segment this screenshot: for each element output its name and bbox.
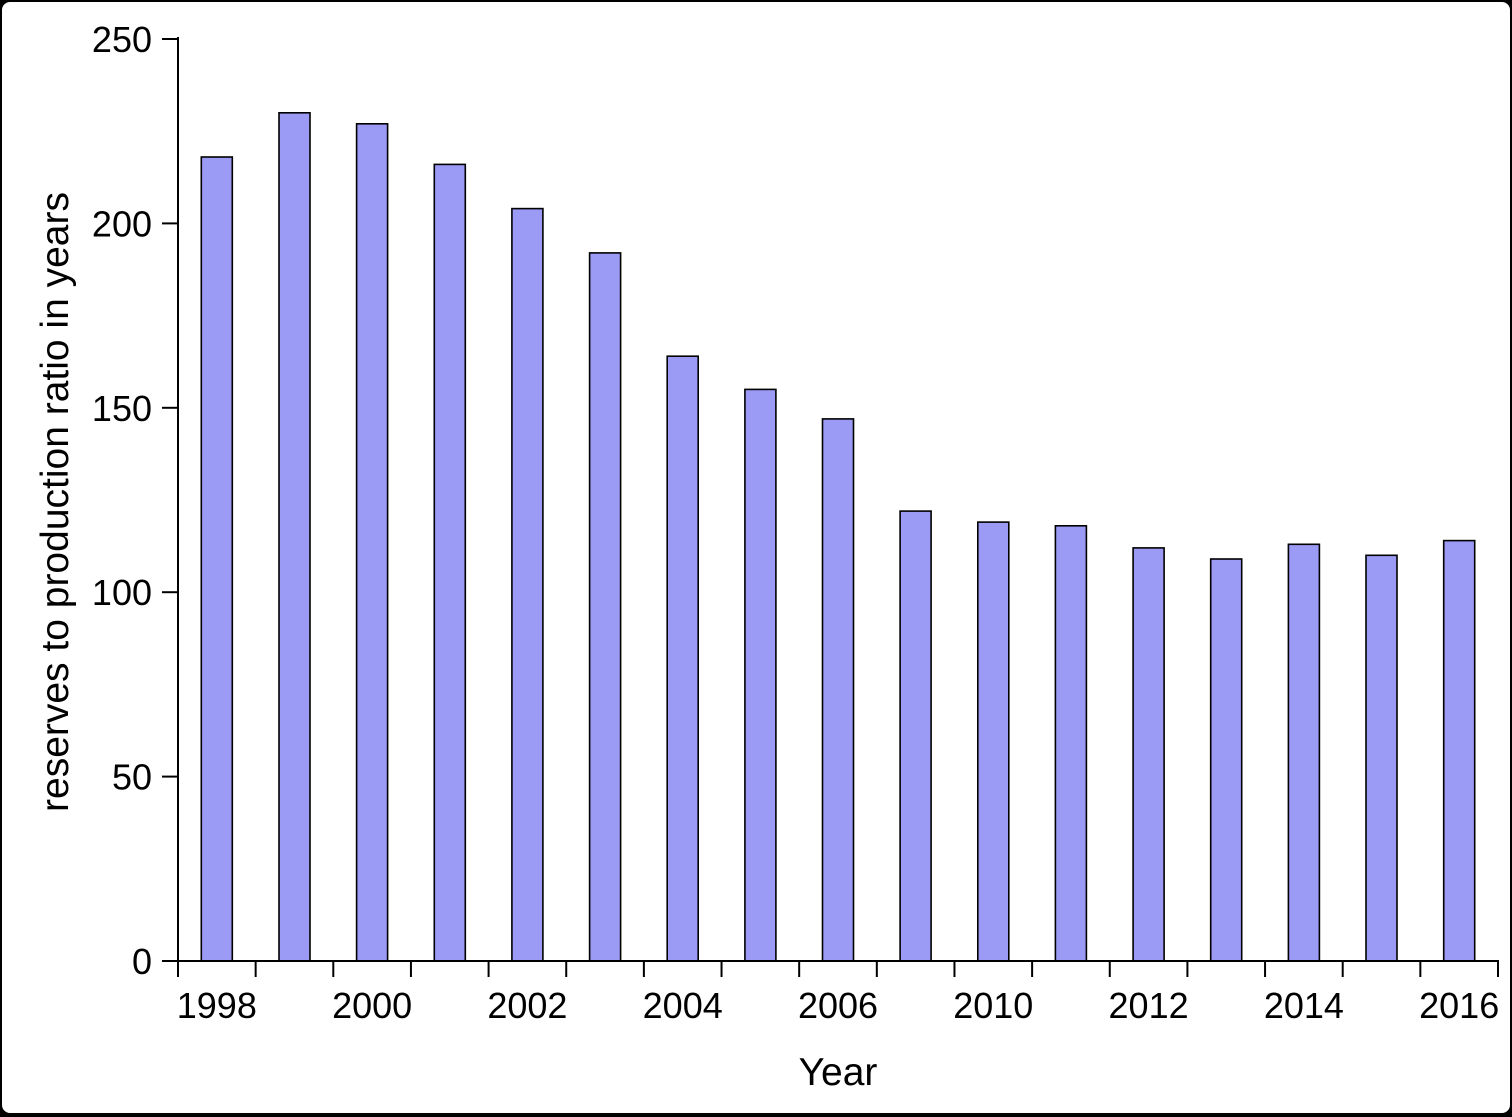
bar [1442,539,1476,962]
bar [821,418,855,962]
y-axis-label: reserves to production ratio in years [34,192,77,812]
bar [899,510,932,962]
y-tick-label: 250 [92,19,152,60]
x-axis-label: Year [798,1051,878,1094]
bar [1054,524,1088,962]
bar [588,252,622,962]
y-tick-label: 150 [92,388,152,429]
bar [976,521,1010,962]
x-tick-label: 2000 [332,985,412,1026]
y-tick-label: 50 [112,757,152,798]
bar [1365,554,1398,962]
y-tick-label: 100 [92,572,152,613]
x-tick-label: 2010 [953,985,1033,1026]
bar [666,355,700,962]
y-tick-label: 200 [92,203,152,244]
bar [1287,543,1321,962]
bar [744,388,777,962]
x-tick-label: 2012 [1109,985,1189,1026]
x-tick-label: 2004 [643,985,723,1026]
x-tick-label: 2014 [1264,985,1344,1026]
y-tick-label: 0 [132,941,152,982]
bar [278,112,311,962]
x-tick-label: 2002 [487,985,567,1026]
x-tick-label: 2006 [798,985,878,1026]
bar [1209,558,1243,962]
bar [200,156,234,962]
bar [433,163,467,962]
bar [1132,547,1165,962]
x-tick-label: 2016 [1419,985,1499,1026]
bar [355,123,389,962]
x-tick-label: 1998 [177,985,257,1026]
bar [511,207,544,962]
